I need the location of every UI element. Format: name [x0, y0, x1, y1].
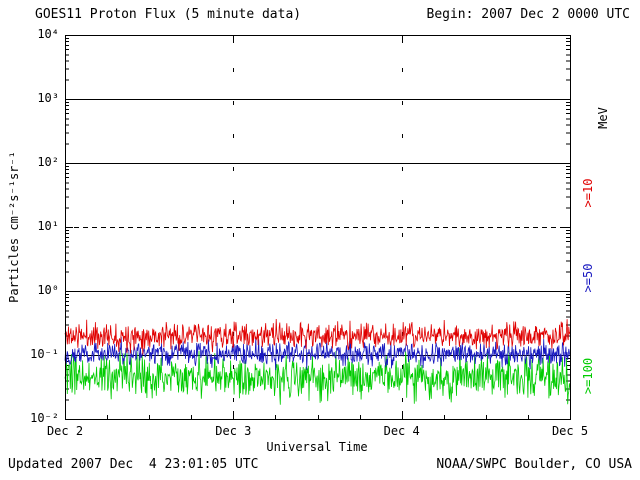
y-tick-label: 10¹ — [37, 219, 59, 233]
chart-title: GOES11 Proton Flux (5 minute data) — [35, 7, 302, 22]
y-tick-label: 10⁻² — [30, 411, 59, 425]
series-line-10 — [64, 318, 571, 355]
legend-label-mev: MeV — [596, 107, 610, 129]
y-axis-label: Particles cm⁻²s⁻¹sr⁻¹ — [7, 151, 21, 303]
begin-timestamp: Begin: 2007 Dec 2 0000 UTC — [426, 7, 631, 22]
series-line-50 — [64, 336, 571, 371]
updated-timestamp: Updated 2007 Dec 4 23:01:05 UTC — [8, 457, 259, 472]
y-tick-label: 10² — [37, 155, 59, 169]
x-tick-label: Dec 5 — [551, 424, 589, 438]
x-axis-label: Universal Time — [266, 440, 368, 454]
x-tick-label: Dec 4 — [383, 424, 420, 438]
legend-label-100: >=100 — [581, 357, 595, 395]
series-line-100 — [64, 348, 571, 405]
y-tick-label: 10⁻¹ — [30, 347, 59, 361]
plot-frame — [65, 35, 571, 420]
y-tick-label: 10⁰ — [37, 283, 59, 297]
y-tick-label: 10³ — [37, 91, 59, 105]
source-credit: NOAA/SWPC Boulder, CO USA — [436, 457, 632, 472]
y-tick-label: 10⁴ — [37, 27, 59, 41]
x-tick-label: Dec 2 — [46, 424, 84, 438]
x-tick-label: Dec 3 — [215, 424, 252, 438]
